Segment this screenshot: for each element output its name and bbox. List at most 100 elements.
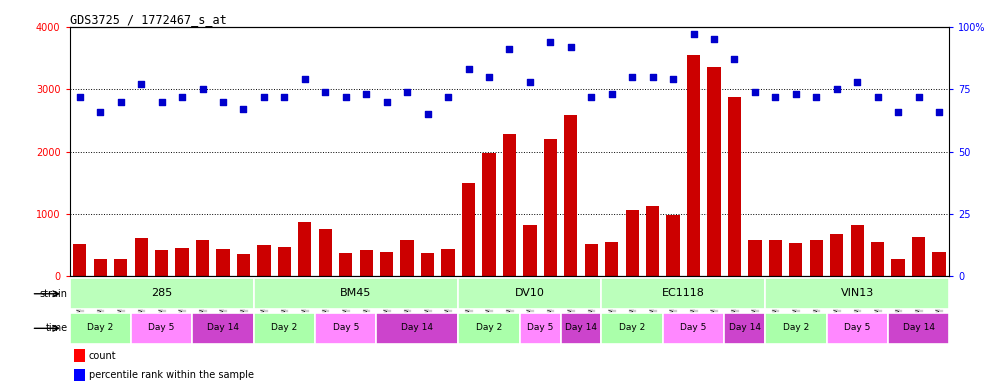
Bar (277, 247, 291, 276)
Text: Day 14: Day 14 (903, 323, 934, 332)
Text: GSM291554: GSM291554 (650, 279, 656, 323)
Bar (765, 278, 949, 310)
Bar (601, 313, 663, 344)
Text: GSM291117: GSM291117 (117, 279, 123, 323)
Text: GSM290998: GSM290998 (732, 279, 738, 323)
Point (727, 56, 743, 62)
Text: GSM296858: GSM296858 (670, 279, 676, 323)
Text: Day 5: Day 5 (527, 323, 554, 332)
Text: GSM290989: GSM290989 (405, 279, 411, 323)
Point (603, 91, 619, 97)
Bar (789, 243, 802, 276)
Point (767, 94, 783, 100)
Text: GSM291435: GSM291435 (588, 279, 594, 323)
Text: GSM291003: GSM291003 (915, 279, 921, 323)
Text: GSM291000: GSM291000 (200, 279, 206, 323)
Bar (339, 253, 353, 276)
Text: strain: strain (40, 289, 68, 299)
Bar (93, 259, 107, 276)
Point (911, 94, 926, 100)
Point (174, 94, 190, 100)
Point (563, 44, 579, 50)
Bar (892, 259, 905, 276)
Text: GSM296860: GSM296860 (854, 279, 860, 323)
Text: DV10: DV10 (515, 288, 545, 298)
Bar (725, 313, 765, 344)
Point (154, 99, 170, 105)
Bar (420, 253, 434, 276)
Point (297, 76, 313, 82)
Point (665, 76, 681, 82)
Bar (114, 259, 127, 276)
Point (256, 94, 272, 100)
Text: GSM291142: GSM291142 (179, 279, 185, 323)
Bar (74, 244, 86, 276)
Bar (663, 313, 725, 344)
Point (849, 79, 865, 85)
Bar (646, 206, 659, 276)
Text: GSM290993: GSM290993 (384, 279, 390, 323)
Point (195, 86, 211, 92)
Point (112, 99, 128, 105)
Bar (544, 139, 557, 276)
Point (358, 91, 374, 97)
Text: GSM290994: GSM290994 (527, 279, 533, 323)
Text: VIN13: VIN13 (841, 288, 874, 298)
Bar (134, 238, 148, 276)
Text: GSM291445: GSM291445 (629, 279, 635, 323)
Text: percentile rank within the sample: percentile rank within the sample (88, 370, 253, 380)
Text: GSM291462: GSM291462 (241, 279, 247, 323)
Text: GSM291116: GSM291116 (97, 279, 103, 323)
Bar (830, 234, 843, 276)
Text: Day 5: Day 5 (844, 323, 871, 332)
Bar (257, 245, 270, 276)
Bar (70, 278, 253, 310)
Point (870, 94, 886, 100)
Text: GSM290995: GSM290995 (548, 279, 554, 323)
Point (931, 109, 947, 115)
Text: GSM291540: GSM291540 (506, 279, 513, 323)
Text: BM45: BM45 (340, 288, 372, 298)
Text: Day 14: Day 14 (207, 323, 239, 332)
Bar (708, 67, 721, 276)
Bar (253, 278, 458, 310)
Text: GSM291140: GSM291140 (138, 279, 144, 323)
Text: Day 2: Day 2 (782, 323, 809, 332)
Text: GSM296857: GSM296857 (343, 279, 349, 323)
Bar (523, 225, 537, 276)
Text: GSM291524: GSM291524 (281, 279, 287, 323)
Point (92, 109, 108, 115)
Text: GSM290997: GSM290997 (711, 279, 717, 323)
Text: EC1118: EC1118 (662, 288, 705, 298)
Point (522, 79, 538, 85)
Text: Day 2: Day 2 (87, 323, 113, 332)
Text: GSM290903: GSM290903 (813, 279, 819, 323)
Bar (503, 134, 516, 276)
Bar (911, 237, 925, 276)
Text: GSM291523: GSM291523 (261, 279, 267, 323)
Bar (377, 313, 458, 344)
Text: Day 14: Day 14 (729, 323, 760, 332)
Point (788, 91, 804, 97)
Text: GSM291538: GSM291538 (465, 279, 471, 323)
Text: GSM291439: GSM291439 (608, 279, 614, 323)
Point (624, 74, 640, 80)
Point (746, 89, 762, 95)
Point (543, 39, 559, 45)
Bar (380, 252, 394, 276)
Text: Day 2: Day 2 (619, 323, 645, 332)
Point (891, 109, 907, 115)
Point (379, 99, 395, 105)
Bar (765, 313, 827, 344)
Bar (482, 153, 496, 276)
Text: GSM291001: GSM291001 (220, 279, 226, 323)
Text: GSM290902: GSM290902 (793, 279, 799, 323)
Point (133, 81, 149, 87)
Bar (748, 240, 761, 276)
Point (481, 74, 497, 80)
Text: GSM296856: GSM296856 (322, 279, 328, 323)
Bar (192, 313, 253, 344)
Bar (625, 210, 639, 276)
Bar (155, 250, 168, 276)
Point (583, 94, 599, 100)
